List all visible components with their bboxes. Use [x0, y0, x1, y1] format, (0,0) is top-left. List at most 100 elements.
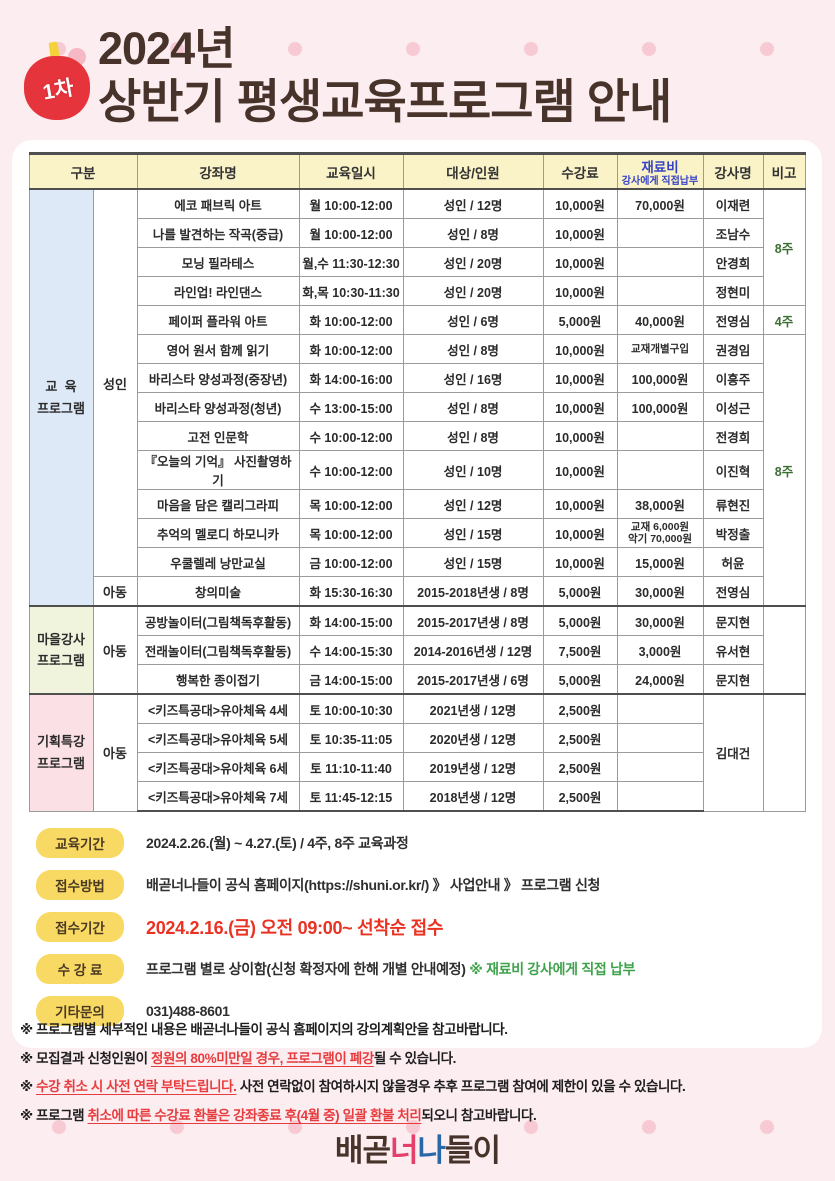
section-special-lecture: 기획특강 프로그램 — [28, 693, 94, 812]
table-row: 나를 발견하는 작곡(중급) 월 10:00-12:00 성인 / 8명 10,000… — [29, 218, 805, 248]
table-cell: 수 13:00-15:00 — [298, 392, 404, 422]
table-row: 우쿨렐레 낭만교실 금 10:00-12:00 성인 / 15명 10,000원 15,… — [29, 547, 805, 577]
table-cell: 모닝 필라테스 — [136, 247, 300, 277]
table-cell — [616, 781, 704, 812]
table-cell: 행복한 종이접기 — [136, 664, 300, 695]
table-cell: 박정출 — [702, 518, 764, 548]
logo-text: 들이 — [445, 1133, 501, 1168]
note-line: ※ 모집결과 신청인원이 정원의 80%미만일 경우, 프로그램이 폐강될 수 … — [20, 1049, 820, 1069]
info-text: 2024.2.26.(월) ~ 4.27.(토) / 4주, 8주 교육과정 — [146, 835, 409, 851]
table-cell: 2018년생 / 12명 — [402, 781, 544, 812]
table-cell: 2,500원 — [542, 693, 618, 724]
table-row: 바리스타 양성과정(중장년) 화 14:00-16:00 성인 / 16명 10,00… — [29, 363, 805, 393]
table-cell: <키즈특공대>유아체육 7세 — [136, 781, 300, 812]
table-cell: 40,000원 — [616, 305, 704, 335]
table-row: 아동 창의미술 화 15:30-16:30 2015-2018년생 / 8명 5,000… — [29, 576, 805, 607]
table-cell — [616, 276, 704, 306]
note-highlight: 취소에 따른 수강료 환불은 강좌종료 후(4월 중) 일괄 환불 처리 — [87, 1107, 422, 1123]
table-cell: 10,000원 — [542, 247, 618, 277]
table-cell: 전영심 — [702, 305, 764, 335]
table-cell: 전래놀이터(그림책독후활동) — [136, 635, 300, 665]
apple-body-icon — [24, 56, 90, 120]
table-cell: 토 11:10-11:40 — [298, 752, 404, 782]
apple-badge-icon: 1차 — [24, 41, 98, 126]
table-cell: 토 10:35-11:05 — [298, 723, 404, 753]
table-cell: 수강료 — [542, 152, 618, 190]
table-cell: 아동 — [92, 605, 138, 695]
table-cell: 2,500원 — [542, 752, 618, 782]
table-row: 마을강사 프로그램 아동 공방놀이터(그림책독후활동) 화 14:00-15:00 201… — [28, 605, 806, 695]
table-cell: 화 10:00-12:00 — [298, 334, 404, 364]
table-cell: 김대건 — [702, 693, 764, 812]
note-text: ※ — [20, 1079, 37, 1095]
table-cell: 10,000원 — [542, 450, 618, 490]
table-cell: 전영심 — [702, 576, 764, 607]
table-cell: 월 10:00-12:00 — [298, 188, 404, 219]
logo-text: 나 — [417, 1133, 447, 1168]
table-cell: 화 14:00-16:00 — [298, 363, 404, 393]
table-row: 전래놀이터(그림책독후활동) 수 14:00-15:30 2014-2016년생 /… — [29, 635, 805, 665]
table-cell: 이흥주 — [702, 363, 764, 393]
info-badge: 접수기간 — [36, 912, 124, 942]
table-cell: 성인 / 12명 — [402, 188, 544, 219]
table-cell: 전경희 — [702, 421, 764, 451]
table-cell: 100,000원 — [616, 392, 704, 422]
table-cell: 마음을 담은 캘리그라피 — [136, 489, 300, 519]
info-badge: 기타문의 — [36, 996, 124, 1026]
table-cell — [762, 693, 806, 812]
note-text: 되오니 참고바랍니다. — [421, 1107, 537, 1123]
table-cell: 성인 — [92, 188, 138, 577]
section-education: 교 육 프로그램 — [28, 188, 94, 607]
table-cell: 월,수 11:30-12:30 — [298, 247, 404, 277]
table-cell — [616, 693, 704, 724]
table-cell: 수 10:00-12:00 — [298, 421, 404, 451]
table-cell: 2014-2016년생 / 12명 — [402, 635, 544, 665]
table-row: 추억의 멜로디 하모니카 목 10:00-12:00 성인 / 15명 10,000원… — [29, 518, 805, 548]
poster-header: 1차 2024년 상반기 평생교육프로그램 안내 — [0, 0, 835, 146]
table-cell: 2015-2017년생 / 8명 — [402, 605, 544, 636]
info-row-apply-period: 접수기간 2024.2.16.(금) 오전 09:00~ 선착순 접수 — [36, 912, 804, 942]
title-year: 2024년 — [98, 23, 236, 74]
table-cell — [616, 247, 704, 277]
table-cell: 24,000원 — [616, 664, 704, 695]
section-village-teacher: 마을강사 프로그램 — [28, 605, 94, 695]
note-text: ※ 모집결과 신청인원이 — [20, 1050, 151, 1066]
table-cell: 교재 6,000원 악기 70,000원 — [616, 518, 704, 548]
table-cell: 10,000원 — [542, 489, 618, 519]
table-body: 교 육 프로그램 성인 에코 패브릭 아트 월 10:00-12:00 성인 / 12명 1… — [28, 188, 806, 812]
table-cell: 아동 — [92, 576, 138, 607]
table-cell: 추억의 멜로디 하모니카 — [136, 518, 300, 548]
table-cell — [762, 605, 806, 695]
table-cell: 10,000원 — [542, 188, 618, 219]
note-line: ※ 프로그램별 세부적인 내용은 배곧너나들이 공식 홈페이지의 강의계획안을 … — [20, 1020, 820, 1040]
table-cell: 안경희 — [702, 247, 764, 277]
table-cell: 이성근 — [702, 392, 764, 422]
table-cell: 30,000원 — [616, 576, 704, 607]
table-cell: 8주 — [762, 334, 806, 607]
table-cell: 2015-2018년생 / 8명 — [402, 576, 544, 607]
info-value-highlight: 2024.2.16.(금) 오전 09:00~ 선착순 접수 — [146, 914, 443, 940]
table-cell: 토 10:00-10:30 — [298, 693, 404, 724]
table-row: 페이퍼 플라워 아트 화 10:00-12:00 성인 / 6명 5,000원 40,0… — [29, 305, 806, 335]
table-row: 행복한 종이접기 금 14:00-15:00 2015-2017년생 / 6명 5,0… — [29, 664, 805, 695]
info-row-apply-method: 접수방법 배곧너나들이 공식 홈페이지(https://shuni.or.kr/… — [36, 870, 804, 900]
table-cell: 『오늘의 기억』 사진촬영하기 — [136, 450, 300, 490]
note-text: ※ 프로그램별 세부적인 내용은 배곧너나들이 공식 홈페이지의 강의계획안을 … — [20, 1022, 508, 1037]
note-highlight: 수강 취소 시 사전 연락 부탁드립니다. — [36, 1079, 237, 1095]
table-cell: 성인 / 10명 — [402, 450, 544, 490]
info-value: 배곧너나들이 공식 홈페이지(https://shuni.or.kr/) 》 사… — [146, 875, 600, 895]
table-cell: 2,500원 — [542, 781, 618, 812]
info-text: 2024.2.16.(금) 오전 09:00~ 선착순 접수 — [146, 918, 444, 938]
table-cell: 토 11:45-12:15 — [298, 781, 404, 812]
table-cell: 5,000원 — [542, 576, 618, 607]
info-badge: 접수방법 — [36, 870, 124, 900]
note-highlight: 정원의 80%미만일 경우, 프로그램이 폐강 — [150, 1050, 374, 1066]
table-cell: 우쿨렐레 낭만교실 — [136, 547, 300, 577]
table-cell: 5,000원 — [542, 605, 618, 636]
info-row-education-period: 교육기간 2024.2.26.(월) ~ 4.27.(토) / 4주, 8주 교… — [36, 828, 804, 858]
table-row: 『오늘의 기억』 사진촬영하기 수 10:00-12:00 성인 / 10명 10,0… — [29, 450, 805, 490]
table-cell: 38,000원 — [616, 489, 704, 519]
table-cell: 문지현 — [702, 605, 764, 636]
table-cell: 성인 / 8명 — [402, 334, 544, 364]
table-cell: 강좌명 — [136, 152, 300, 190]
